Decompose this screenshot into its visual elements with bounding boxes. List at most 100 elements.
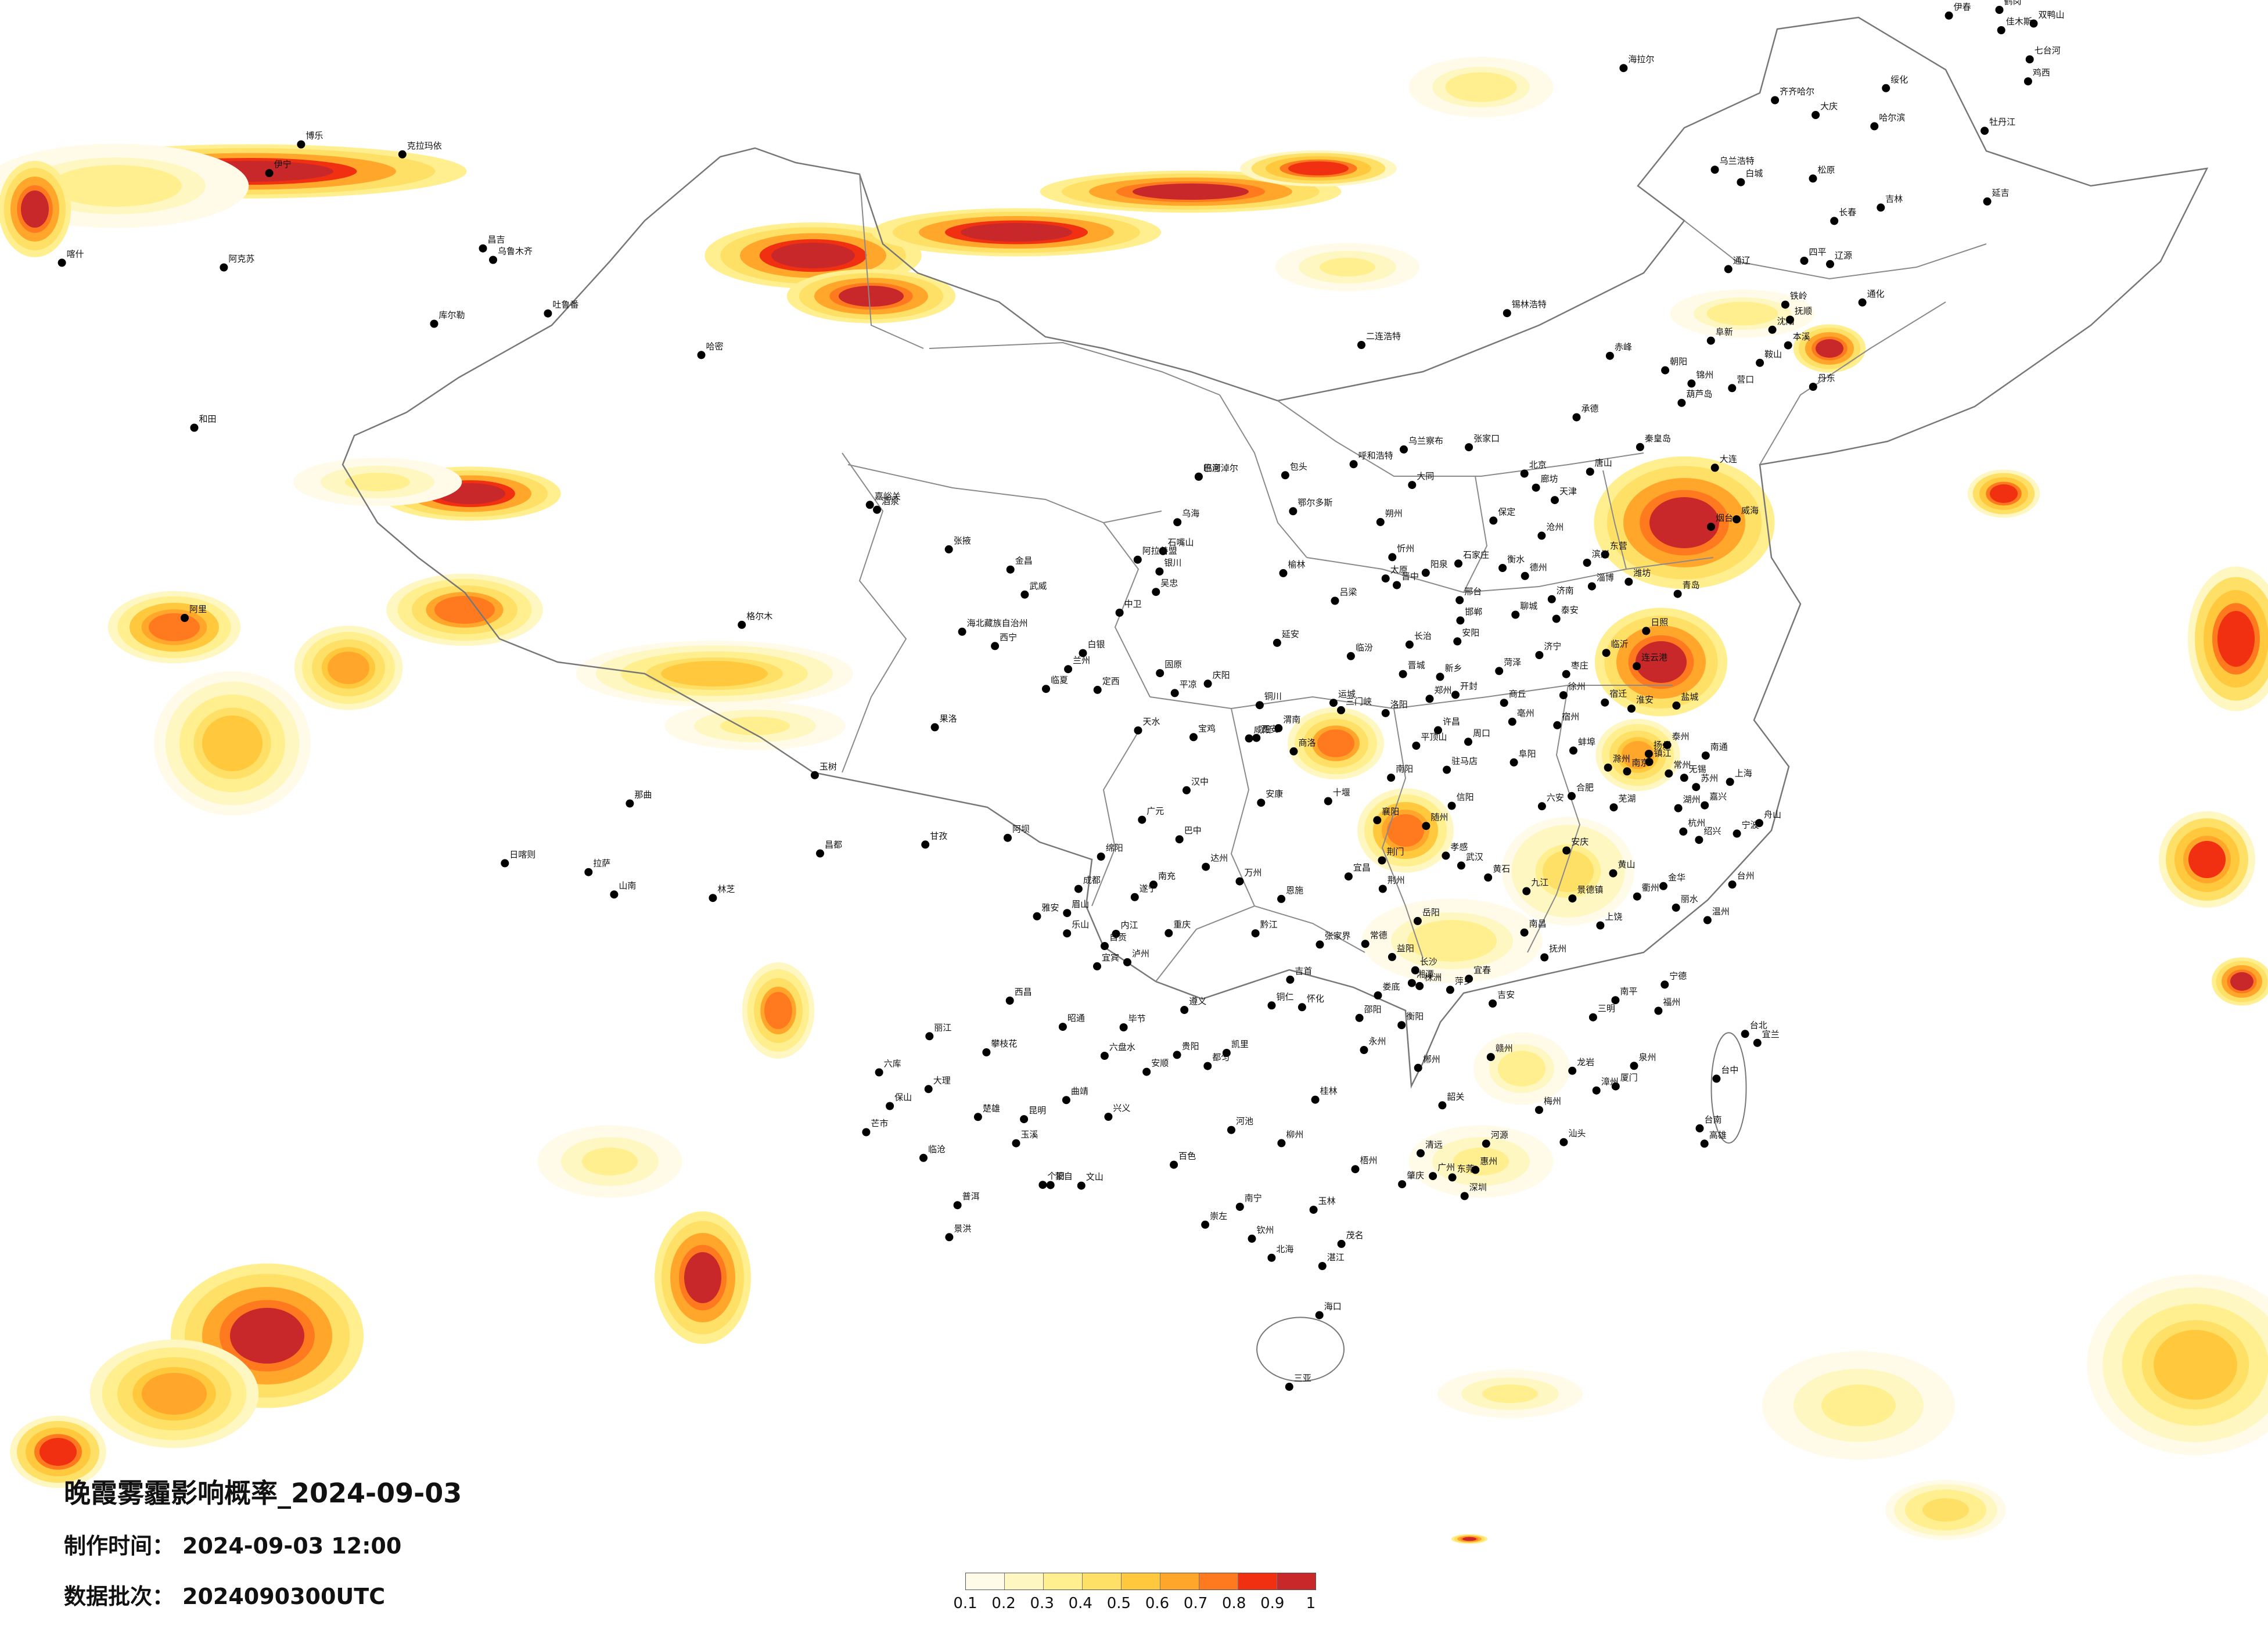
city-label: 新乡 <box>1445 663 1462 673</box>
city-marker: 榆林 <box>1279 559 1306 577</box>
city-dot <box>1329 699 1338 707</box>
city-marker: 银川 <box>1155 558 1181 576</box>
province-border <box>1219 394 1307 558</box>
city-dot <box>1858 298 1867 307</box>
city-marker: 伊春 <box>1944 2 1971 20</box>
city-label: 海口 <box>1324 1301 1342 1312</box>
city-label: 襄阳 <box>1382 806 1399 817</box>
haze-cell <box>21 190 49 228</box>
city-label: 济南 <box>1557 585 1574 596</box>
city-dot <box>982 1048 991 1056</box>
city-label: 淮安 <box>1636 695 1654 705</box>
city-dot <box>1277 1139 1286 1148</box>
city-label: 六库 <box>884 1059 901 1069</box>
city-marker: 阿克苏 <box>220 254 254 272</box>
haze-cell <box>1636 641 1687 683</box>
city-label: 银川 <box>1164 558 1181 568</box>
city-dot <box>958 627 966 636</box>
city-dot <box>1222 1049 1231 1057</box>
city-label: 湘潭 <box>1417 969 1434 980</box>
province-border <box>1149 685 1673 710</box>
city-marker: 潍坊 <box>1624 568 1651 586</box>
city-dot <box>1489 516 1498 525</box>
city-marker: 梅州 <box>1535 1096 1561 1114</box>
city-marker: 定西 <box>1093 676 1120 694</box>
city-label: 荆州 <box>1388 875 1405 886</box>
city-dot <box>1882 84 1890 92</box>
city-marker: 石家庄 <box>1454 549 1489 568</box>
city-marker: 芜湖 <box>1609 793 1636 812</box>
city-dot <box>1142 1067 1151 1076</box>
city-label: 平凉 <box>1180 679 1197 689</box>
city-label: 安庆 <box>1571 837 1588 847</box>
city-dot <box>1378 856 1386 865</box>
city-dot <box>1422 822 1430 830</box>
legend-swatch <box>1083 1573 1122 1590</box>
city-marker: 茂名 <box>1337 1230 1364 1248</box>
city-label: 昌都 <box>825 840 842 850</box>
city-label: 锦州 <box>1696 369 1713 380</box>
city-marker: 台州 <box>1728 871 1755 889</box>
city-marker: 宜昌 <box>1344 862 1371 881</box>
city-dot <box>1058 1023 1067 1031</box>
city-dot <box>1701 801 1709 810</box>
city-dot <box>991 642 1000 650</box>
city-marker: 吉林 <box>1877 193 1903 212</box>
city-dot <box>1592 1086 1601 1095</box>
city-label: 景洪 <box>954 1223 971 1234</box>
city-dot <box>1393 581 1401 589</box>
haze-cell <box>345 473 410 491</box>
city-dot <box>220 263 228 272</box>
city-label: 济宁 <box>1544 641 1561 652</box>
city-marker: 葫芦岛 <box>1677 389 1712 407</box>
city-label: 漳州 <box>1601 1077 1619 1087</box>
city-dot <box>1235 877 1244 886</box>
city-label: 泸州 <box>1132 948 1149 959</box>
city-label: 丹东 <box>1818 373 1835 383</box>
city-label: 酒泉 <box>882 496 899 506</box>
city-dot <box>1399 670 1407 678</box>
city-label: 安阳 <box>1462 627 1479 638</box>
city-marker: 和田 <box>190 414 217 432</box>
city-label: 白城 <box>1745 168 1763 179</box>
city-dot <box>1346 652 1355 660</box>
city-marker: 内江 <box>1112 920 1138 938</box>
city-marker: 海口 <box>1315 1301 1342 1319</box>
city-label: 宁波 <box>1742 819 1759 830</box>
city-dot <box>479 244 487 253</box>
city-label: 泰安 <box>1561 605 1579 616</box>
haze-cell <box>2217 611 2255 667</box>
city-marker: 青岛 <box>1673 580 1700 598</box>
city-dot <box>1257 799 1266 807</box>
city-marker: 兰州 <box>1064 655 1090 674</box>
city-marker: 百色 <box>1170 1151 1196 1169</box>
city-dot <box>1357 341 1365 349</box>
city-marker: 呼和浩特 <box>1349 450 1393 469</box>
city-dot <box>181 614 189 622</box>
city-marker: 宿迁 <box>1601 689 1627 707</box>
city-marker: 无锡 <box>1680 764 1706 782</box>
city-marker: 拉萨 <box>584 858 610 876</box>
city-dot <box>1079 649 1087 657</box>
city-dot <box>1337 706 1345 714</box>
city-dot <box>1535 1106 1543 1114</box>
city-marker: 阿坝 <box>1004 824 1030 842</box>
haze-probability-layer <box>0 57 2268 1544</box>
city-marker: 林芝 <box>709 884 735 902</box>
legend-swatch <box>1199 1573 1238 1590</box>
city-dot <box>1337 1239 1346 1248</box>
city-marker: 岳阳 <box>1413 907 1440 925</box>
city-label: 榆林 <box>1288 559 1306 570</box>
city-dot <box>1155 567 1164 576</box>
city-label: 上饶 <box>1605 912 1622 922</box>
legend-tick: 0.9 <box>1260 1595 1285 1612</box>
city-label: 阜阳 <box>1519 749 1536 759</box>
city-label: 果洛 <box>940 713 957 724</box>
title-block: 晚霞雾霾影响概率_2024-09-03 制作时间： 2024-09-03 12:0… <box>64 1472 462 1629</box>
city-marker: 锡林浩特 <box>1503 299 1547 318</box>
city-marker: 长治 <box>1405 631 1432 649</box>
city-label: 乌兰察布 <box>1408 436 1443 446</box>
city-label: 绥化 <box>1890 74 1908 85</box>
city-marker: 临沂 <box>1602 639 1629 657</box>
city-dot <box>1604 763 1612 772</box>
